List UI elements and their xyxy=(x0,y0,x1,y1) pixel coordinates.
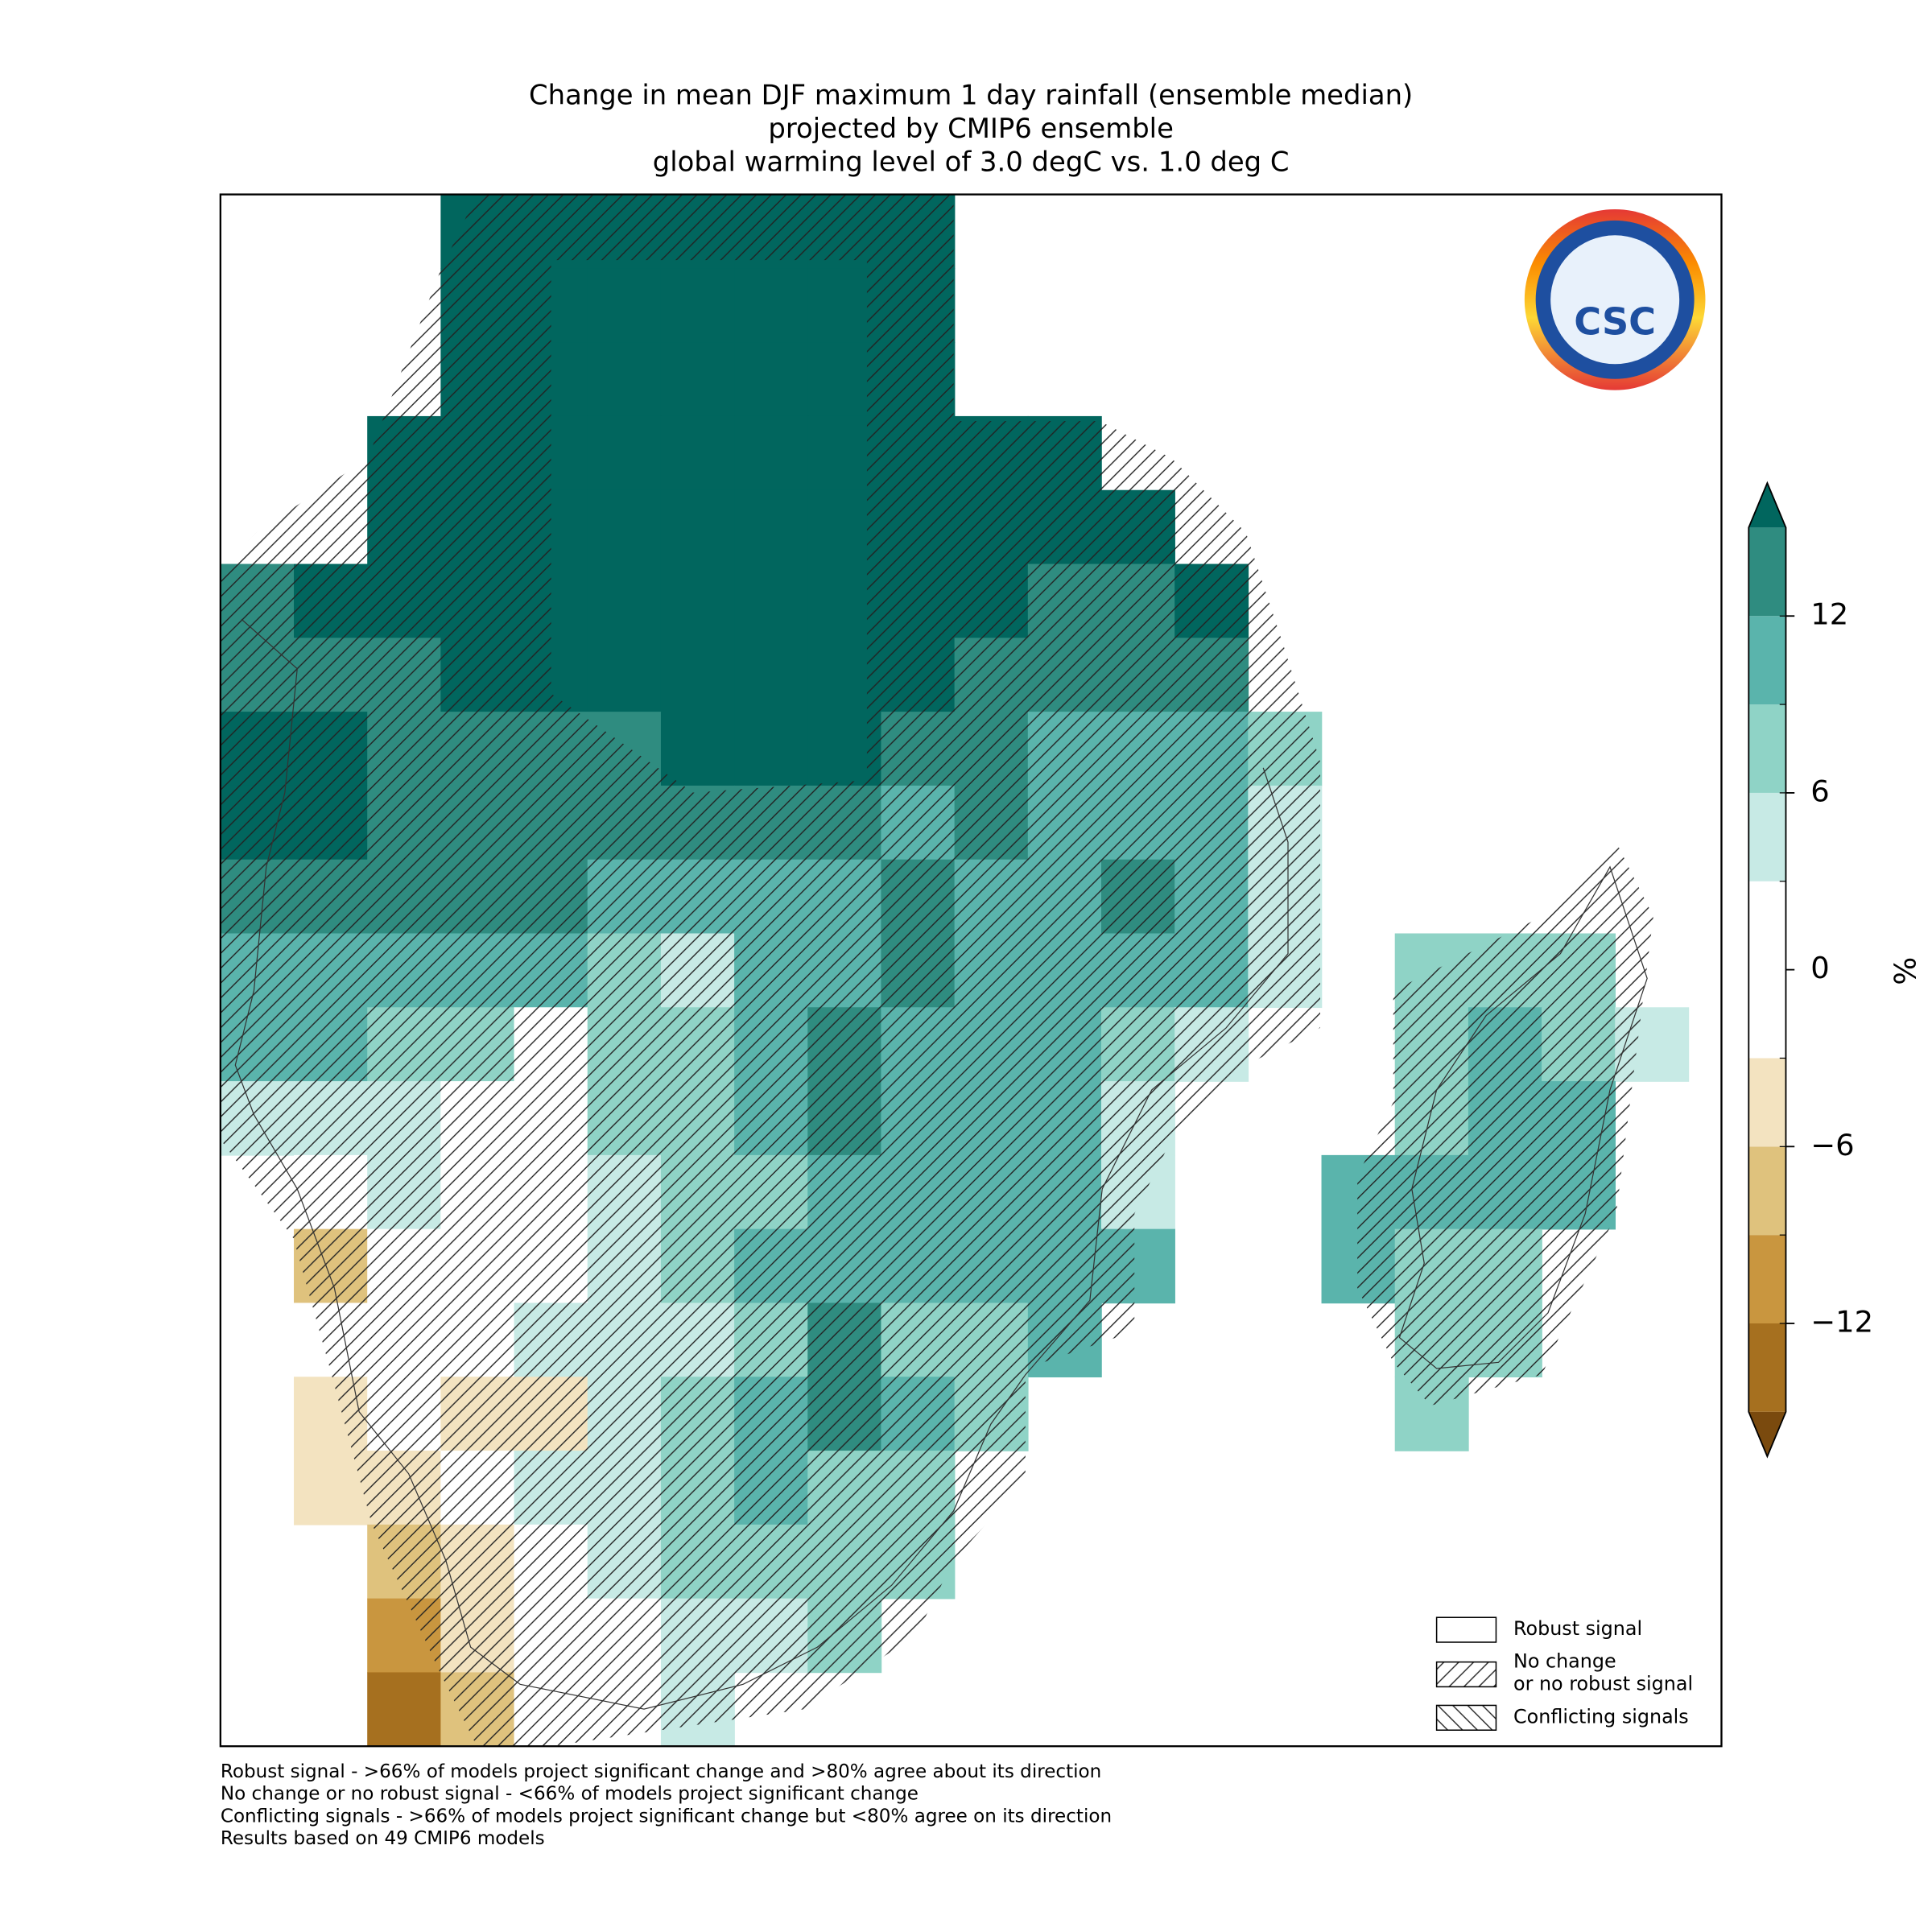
colorbar-tick-label: −6 xyxy=(1810,1128,1854,1162)
footnote: Results based on 49 CMIP6 models xyxy=(221,1828,545,1849)
grid-cell xyxy=(587,564,662,639)
grid-cell xyxy=(660,342,735,417)
legend: Robust signal No change or no robust sign… xyxy=(1435,1616,1693,1731)
colorbar-label: % xyxy=(1889,957,1923,985)
colorbar-extend xyxy=(1748,483,1786,528)
logo: CSC xyxy=(1524,209,1706,390)
grid-cell xyxy=(587,342,662,417)
footnote: No change or no robust signal - <66% of … xyxy=(221,1784,919,1805)
hatch-region xyxy=(1357,842,1653,1406)
grid-cell xyxy=(734,268,809,343)
colorbar-band xyxy=(1748,704,1786,793)
grid-cell xyxy=(734,489,809,565)
grid-cell xyxy=(587,489,662,565)
colorbar-tick-label: −12 xyxy=(1810,1304,1873,1339)
grid-cell xyxy=(660,638,735,712)
footnote: Conflicting signals - >66% of models pro… xyxy=(221,1806,1112,1827)
title-line: projected by CMIP6 ensemble xyxy=(768,113,1173,144)
colorbar-band xyxy=(1748,1146,1786,1236)
hatching xyxy=(220,194,1653,1747)
grid-cell xyxy=(734,638,809,712)
colorbar: 12 6 0 −6 −12 xyxy=(1748,481,1873,1459)
legend-label: Conflicting signals xyxy=(1513,1705,1689,1728)
colorbar-tick-label: 6 xyxy=(1810,774,1829,808)
coastline xyxy=(1398,865,1648,1369)
title-line: global warming level of 3.0 degC vs. 1.0… xyxy=(653,147,1290,178)
colorbar-band xyxy=(1748,1058,1786,1147)
grid-cell xyxy=(660,268,735,343)
footnote: Robust signal - >66% of models project s… xyxy=(221,1761,1101,1782)
grid-cell xyxy=(660,489,735,565)
legend-swatch xyxy=(1435,1616,1497,1643)
legend-label: No change or no robust signal xyxy=(1513,1649,1693,1695)
grid-cell xyxy=(660,415,735,491)
legend-label-line: or no robust signal xyxy=(1513,1672,1693,1695)
map-frame xyxy=(219,193,1723,1748)
legend-swatch xyxy=(1435,1704,1497,1731)
colorbar-band xyxy=(1748,792,1786,881)
legend-label: Robust signal xyxy=(1513,1617,1642,1640)
colorbar-tick-label: 0 xyxy=(1810,951,1829,985)
legend-label-line: No change xyxy=(1513,1649,1616,1672)
colorbar-band xyxy=(1748,881,1786,1059)
colorbar-extend xyxy=(1748,1411,1786,1457)
hatch-region xyxy=(220,194,1320,1747)
grid-cell xyxy=(660,712,735,786)
legend-swatch xyxy=(1435,1661,1497,1688)
grid-cell xyxy=(587,638,662,712)
grid-cell xyxy=(367,1672,442,1747)
grid-cell xyxy=(734,342,809,417)
logo-center xyxy=(1550,235,1680,365)
colorbar-band xyxy=(1748,616,1786,705)
grid-cell xyxy=(660,564,735,639)
logo-text: CSC xyxy=(1574,300,1656,344)
grid-cell xyxy=(587,268,662,343)
grid-cell xyxy=(734,712,809,786)
colorbar-band xyxy=(1748,1235,1786,1323)
grid-cell xyxy=(587,415,662,491)
grid-cell xyxy=(734,415,809,491)
coastline xyxy=(234,618,1289,1710)
colorbar-outline xyxy=(1748,481,1787,1459)
title-line: Change in mean DJF maximum 1 day rainfal… xyxy=(529,79,1413,110)
colorbar-tick-label: 12 xyxy=(1810,597,1848,632)
colorbar-band xyxy=(1748,527,1786,617)
grid-cell xyxy=(734,564,809,639)
colorbar-band xyxy=(1748,1323,1786,1412)
